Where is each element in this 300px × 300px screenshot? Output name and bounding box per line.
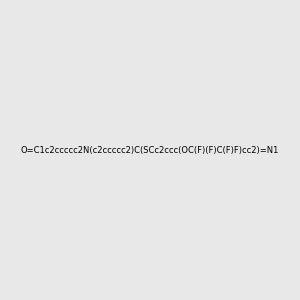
Text: O=C1c2ccccc2N(c2ccccc2)C(SCc2ccc(OC(F)(F)C(F)F)cc2)=N1: O=C1c2ccccc2N(c2ccccc2)C(SCc2ccc(OC(F)(F…: [21, 146, 279, 154]
